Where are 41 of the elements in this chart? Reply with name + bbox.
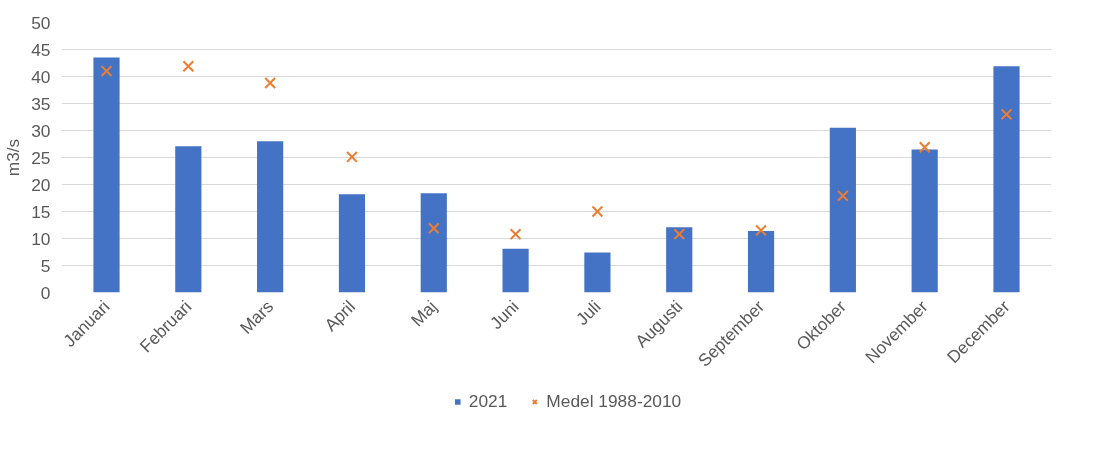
point [673, 228, 686, 241]
point [836, 189, 849, 202]
bar [993, 66, 1020, 293]
legend-label: 2021 [468, 390, 508, 412]
point [427, 222, 440, 235]
x-tick-label: Juni [486, 296, 523, 334]
y-tick-label: 40 [31, 66, 51, 87]
point [1000, 108, 1013, 121]
point [182, 60, 195, 73]
point [591, 205, 604, 218]
bar [584, 252, 611, 293]
y-tick-label: 20 [31, 174, 51, 195]
legend-label: Medel 1988-2010 [546, 390, 682, 412]
bar [911, 149, 938, 293]
bar [175, 146, 202, 293]
x-tick-label: Maj [406, 296, 441, 331]
y-tick-label: 35 [31, 93, 51, 114]
point [346, 151, 358, 163]
bar [502, 248, 529, 293]
bar [338, 194, 366, 293]
bar [420, 193, 447, 293]
y-tick-label: 0 [40, 282, 51, 303]
y-tick-label: 10 [31, 228, 51, 249]
y-tick-label: 25 [31, 147, 51, 168]
bar [257, 141, 284, 293]
bar [666, 227, 693, 293]
bar [93, 57, 120, 293]
bar [747, 230, 775, 293]
y-tick-label: 45 [31, 39, 51, 60]
bar [829, 127, 856, 293]
point [509, 228, 522, 241]
point [264, 77, 277, 89]
y-tick-label: 30 [31, 120, 51, 141]
x-tick-label: Juli [571, 296, 605, 329]
y-tick-label: 50 [31, 12, 51, 33]
point [755, 224, 767, 237]
point [100, 65, 113, 78]
point [918, 141, 931, 154]
y-tick-label: 5 [40, 255, 51, 276]
y-axis-title: m3/s [3, 138, 24, 177]
y-tick-label: 15 [31, 201, 51, 222]
